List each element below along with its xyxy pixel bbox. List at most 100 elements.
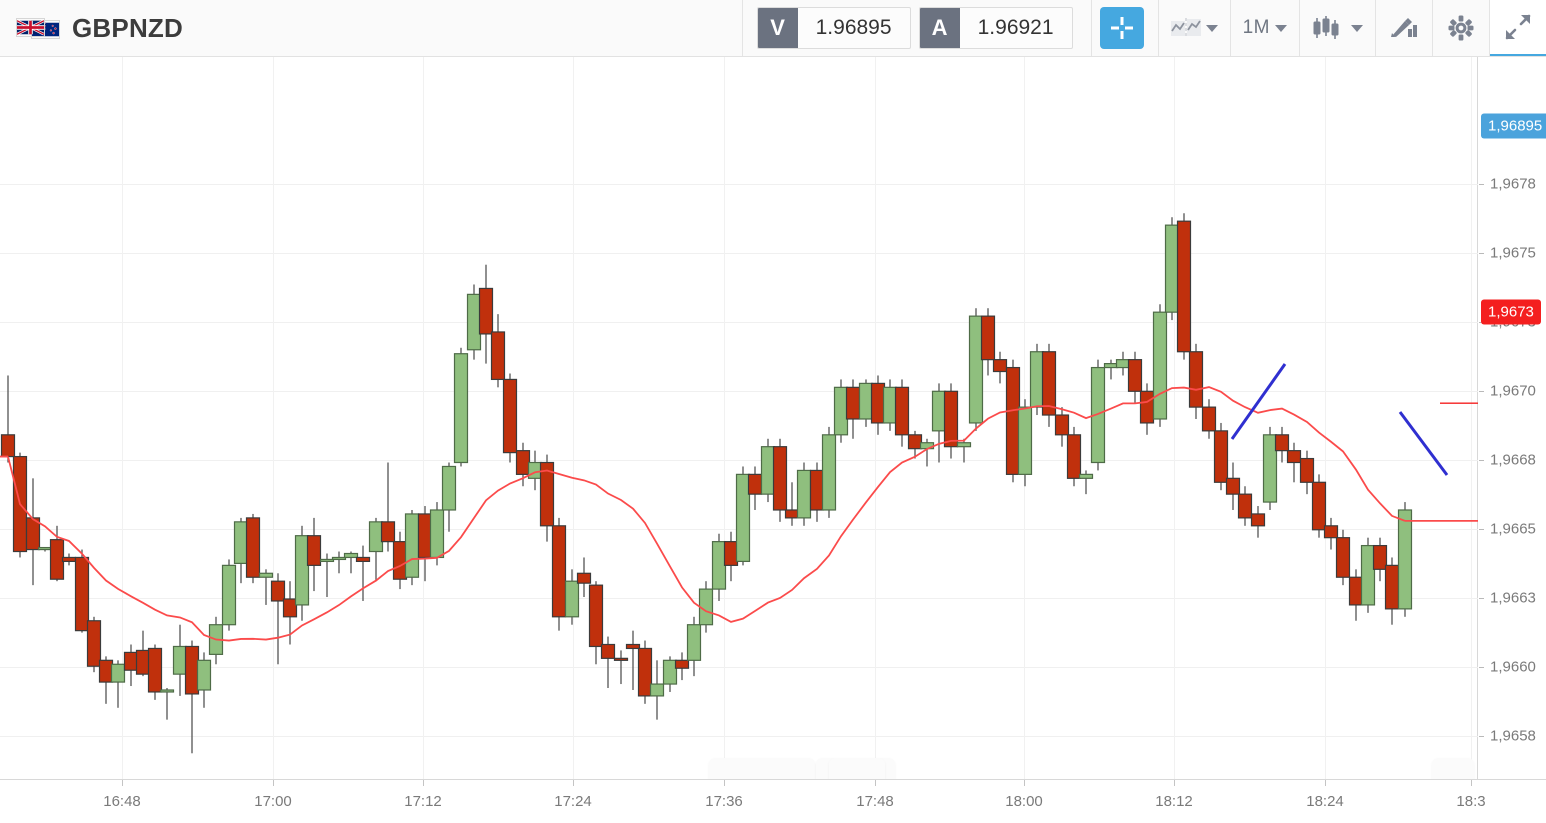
candlestick-plot [0,57,1478,806]
candle [453,347,469,467]
candle [551,517,567,631]
gridline-vertical [1174,57,1175,779]
candles-layer [0,213,1478,754]
divider [1229,0,1231,56]
candle [1360,537,1376,613]
candle [49,525,65,582]
ask-price-value: 1.96921 [977,16,1054,39]
settings-button[interactable] [1433,0,1489,56]
candle [943,383,959,459]
time-tick [1325,780,1326,786]
candle [698,581,714,633]
candle [98,656,114,704]
candle [784,482,800,526]
gridline-horizontal [0,184,1478,185]
candle [37,546,53,552]
candle [61,553,77,566]
candle [233,517,249,584]
drawing-tools-button[interactable] [1376,0,1432,56]
candle [159,688,175,720]
gridline-vertical [122,57,123,779]
candle [172,624,188,696]
candle [1127,351,1143,404]
page-title: GBPNZD [72,12,183,43]
price-axis-label: 1,9668 [1490,451,1536,469]
candle [858,379,874,427]
candle [1213,422,1229,491]
price-tick [1479,184,1484,185]
bid-price-value: 1.96895 [815,16,892,39]
candle [417,506,433,582]
gridline-horizontal [0,253,1478,254]
fullscreen-button[interactable] [1490,0,1546,56]
time-tick [1174,780,1175,786]
bid-price-tag: 1,96895 [1481,113,1546,139]
candle [539,454,555,542]
app-header: GBPNZD V 1.96895 A 1.96921 [0,0,1546,57]
candle [1323,517,1339,550]
candle [649,660,665,720]
candle [564,569,580,625]
candle [441,462,457,532]
gridline-vertical [423,57,424,779]
candle [723,531,739,582]
candle [662,656,678,692]
candle [478,264,494,364]
candle [1274,426,1290,463]
candle [25,478,41,586]
gridline-horizontal [0,598,1478,599]
candle [625,630,641,690]
candle [809,462,825,522]
price-axis-label: 1,9665 [1490,520,1536,538]
currency-pair-flags [16,17,60,39]
header-toolbar: V 1.96895 A 1.96921 [741,0,1546,56]
header-spacer [183,0,742,56]
expand-arrows-icon [1505,14,1531,40]
candle [833,379,849,443]
candle [576,557,592,598]
gridline-vertical [1471,57,1472,779]
candle [1103,359,1119,380]
candle [637,640,653,704]
candle [184,640,200,754]
time-axis-label: 17:24 [554,793,592,810]
chart-canvas[interactable] [0,57,1478,806]
ask-quote[interactable]: A 1.96921 [918,7,1073,49]
candle [1201,399,1217,439]
price-axis-label: 1,9678 [1490,175,1536,193]
chevron-down-icon [1351,24,1363,32]
candle [1348,569,1364,621]
symbol-block[interactable]: GBPNZD [0,0,183,56]
candle [1054,407,1070,447]
chart-type-button[interactable] [1159,0,1230,56]
bid-quote[interactable]: V 1.96895 [756,7,911,49]
time-axis-label: 18:3 [1456,793,1486,810]
price-axis-label: 1,9658 [1490,727,1536,745]
trend-line-down[interactable] [1398,411,1449,476]
crosshair-tool-button[interactable] [1099,7,1144,49]
chevron-down-icon [1205,24,1218,32]
time-tick [724,780,725,786]
price-axis[interactable]: 1,9678 1,9675 1,9673 1,9670 1,9668 1,9665 1,96… [1479,57,1546,814]
candle [1286,442,1302,483]
candle [894,379,910,447]
candle [1311,474,1327,538]
bid-tag-label: V [757,8,798,48]
gridline-vertical [1325,57,1326,779]
trend-line-up[interactable] [1230,363,1287,440]
candle [429,502,445,566]
candle [1262,426,1278,510]
candle [968,308,984,431]
candle [613,650,629,685]
timeframe-button[interactable]: 1M [1231,0,1299,56]
candle [110,660,126,708]
candle [1078,470,1094,495]
candle-style-button[interactable] [1300,0,1375,56]
gridline-horizontal [0,460,1478,461]
time-axis[interactable]: 16:48 17:00 17:12 17:24 17:36 17:48 18:00 18:12… [0,779,1546,823]
candle [404,509,420,586]
candle [306,517,322,592]
price-axis-label: 1,9660 [1490,658,1536,676]
candle [1139,383,1155,435]
candle [980,308,996,376]
